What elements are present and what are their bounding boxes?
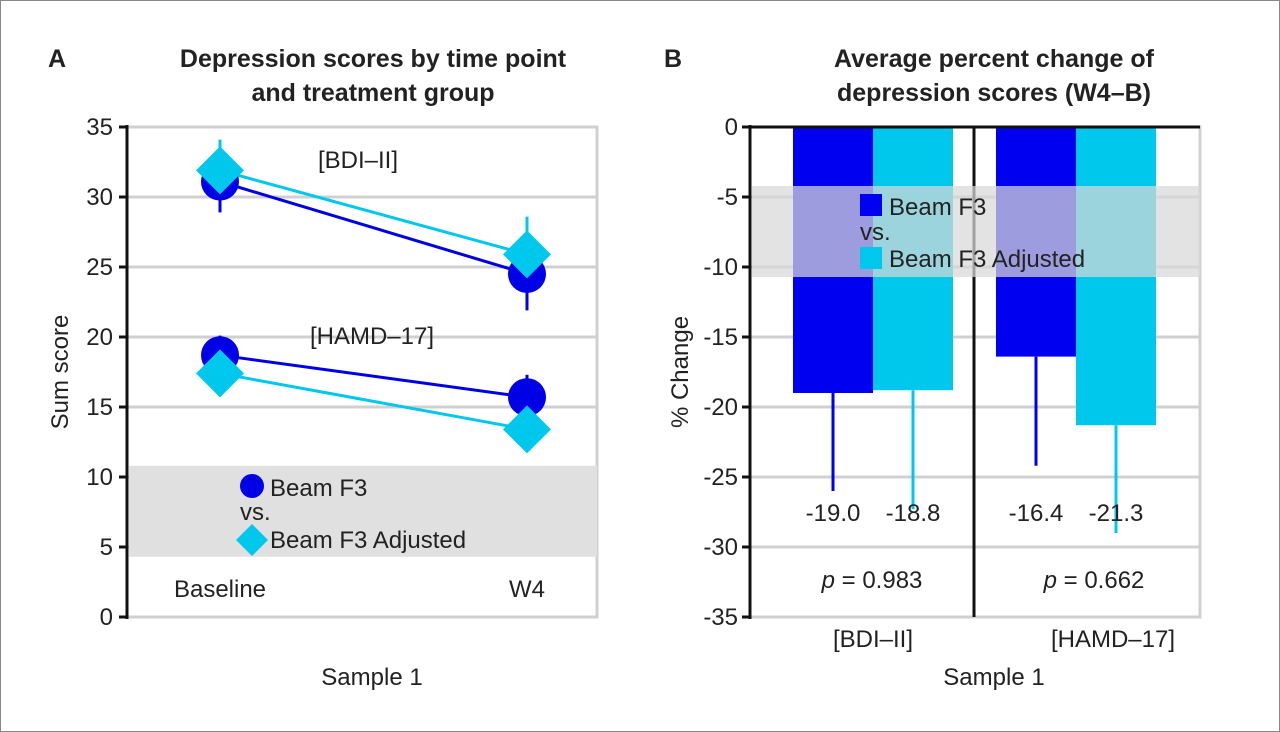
legend-diamond-icon [236, 524, 268, 556]
legend-swatch-beam-f3-adjusted [860, 247, 882, 269]
legend-b-band [752, 186, 1200, 277]
panel-a-label: A [48, 45, 66, 73]
y-tick-label: 0 [100, 604, 113, 631]
x-tick-hamd: [HAMD–17] [1051, 626, 1175, 653]
p-value-bdi: p = 0.983 [821, 567, 923, 594]
y-tick-label: 35 [86, 114, 113, 141]
legend-swatch-beam-f3 [860, 194, 882, 216]
y-tick-label: -25 [703, 464, 738, 491]
legend-b-item-3: Beam F3 Adjusted [889, 246, 1085, 273]
panel-b-ylabel: % Change [667, 316, 694, 428]
y-tick-label: 15 [86, 394, 113, 421]
p-value-bdi-number: 0.983 [862, 567, 922, 594]
panel-a-title-line1: Depression scores by time point [180, 45, 567, 73]
y-tick-label: 30 [86, 184, 113, 211]
y-tick-label: 0 [725, 114, 738, 141]
panel-b: B Average percent change of depression s… [664, 45, 1202, 691]
panel-b-xlabel: Sample 1 [943, 664, 1044, 691]
y-tick-label: -20 [703, 394, 738, 421]
y-tick-label: 10 [86, 464, 113, 491]
y-tick-label: -10 [703, 254, 738, 281]
y-tick-label: -5 [717, 184, 738, 211]
y-tick-label: -35 [703, 604, 738, 631]
panel-a-ylabel: Sum score [47, 315, 74, 430]
x-tick-w4: W4 [509, 576, 545, 603]
data-point-circle [508, 378, 546, 417]
series-line [219, 180, 528, 276]
legend-a-item-1: Beam F3 [270, 475, 367, 502]
legend-circle-icon [240, 474, 264, 498]
y-tick-label: 20 [86, 324, 113, 351]
legend-b-item-1: Beam F3 [889, 194, 986, 221]
panel-b-title-line1: Average percent change of [834, 45, 1155, 73]
p-value-hamd-number: 0.662 [1084, 567, 1144, 594]
p-symbol: p [1043, 567, 1057, 594]
data-point-diamond [503, 230, 551, 279]
legend-a-item-3: Beam F3 Adjusted [270, 527, 466, 554]
bar-value-label: -21.3 [1089, 500, 1144, 527]
panel-a: A Depression scores by time point and tr… [47, 45, 599, 691]
data-point-diamond [196, 146, 244, 195]
annotation-hamd: [HAMD–17] [310, 323, 434, 350]
legend-a-item-2: vs. [240, 499, 271, 526]
annotation-bdi: [BDI–II] [318, 147, 398, 174]
x-tick-baseline: Baseline [174, 576, 266, 603]
bar-value-label: -16.4 [1009, 500, 1064, 527]
bar-value-label: -19.0 [806, 500, 861, 527]
series-line [219, 371, 528, 431]
panel-b-title-line2: depression scores (W4–B) [837, 79, 1151, 107]
p-symbol: p [821, 567, 835, 594]
p-value-hamd: p = 0.662 [1043, 567, 1145, 594]
panel-a-xlabel: Sample 1 [321, 664, 422, 691]
data-point-diamond [196, 349, 244, 398]
x-tick-bdi: [BDI–II] [833, 626, 913, 653]
y-tick-label: -30 [703, 534, 738, 561]
legend-b-item-2: vs. [860, 219, 891, 246]
series-line [219, 353, 528, 399]
data-point-diamond [503, 405, 551, 454]
legend-a-band [129, 465, 597, 557]
y-tick-label: 25 [86, 254, 113, 281]
y-tick-label: -15 [703, 324, 738, 351]
panel-a-title-line2: and treatment group [251, 79, 494, 107]
series-line [219, 168, 528, 256]
y-tick-label: 5 [100, 534, 113, 561]
bar-value-label: -18.8 [886, 500, 941, 527]
panel-b-label: B [664, 45, 682, 73]
